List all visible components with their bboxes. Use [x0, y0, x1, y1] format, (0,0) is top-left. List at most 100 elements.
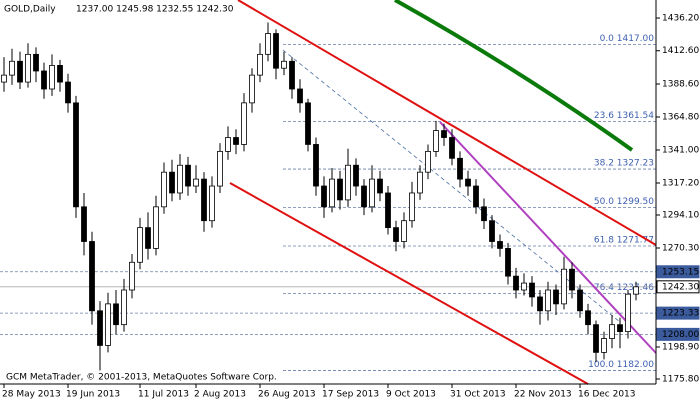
fib-label: 23.6 1361.54	[594, 111, 654, 121]
candle-body	[489, 220, 495, 242]
candle-body	[529, 282, 535, 298]
price-tag-label: 1223.33	[662, 309, 699, 319]
fib-label: 100.0 1182.00	[588, 360, 654, 370]
candle-body	[73, 102, 79, 208]
candle-body	[209, 185, 215, 222]
trendline	[439, 121, 657, 354]
symbol: GOLD,Daily	[4, 5, 56, 15]
candle-body	[537, 296, 543, 312]
candle-body	[545, 289, 551, 312]
candle-body	[161, 171, 167, 208]
candle-body	[297, 88, 303, 104]
candle-body	[617, 324, 623, 332]
candle-body	[201, 178, 207, 222]
candle-body	[353, 164, 359, 187]
candle-body	[377, 178, 383, 194]
candle-body	[577, 289, 583, 312]
x-tick-label: 22 Nov 2013	[514, 390, 572, 400]
candle-body	[89, 241, 95, 312]
candle-body	[569, 268, 575, 291]
moving-average	[394, 0, 634, 152]
candle-body	[409, 192, 415, 222]
candle-body	[57, 65, 63, 83]
candle-body	[521, 282, 527, 291]
candle-body	[601, 338, 607, 353]
candle-body	[97, 310, 103, 346]
candle-body	[289, 60, 295, 90]
candle-body	[305, 102, 311, 145]
candle-body	[321, 185, 327, 208]
candle-body	[281, 60, 287, 69]
candle-body	[153, 206, 159, 249]
fib-label: 61.8 1271.77	[594, 235, 654, 245]
y-tick-label: 1412.60	[662, 46, 699, 56]
x-tick-label: 28 May 2013	[2, 390, 61, 400]
candle-body	[169, 171, 175, 194]
candle-body	[593, 324, 599, 353]
candle-body	[225, 137, 231, 152]
candle-body	[65, 81, 71, 104]
candle-body	[193, 178, 199, 187]
price-tag-label: 1253.15	[662, 267, 699, 277]
candle-body	[505, 248, 511, 277]
candle-body	[217, 150, 223, 187]
candle-body	[313, 144, 319, 187]
candle-body	[145, 227, 151, 249]
price-tag	[656, 327, 700, 341]
candle-body	[241, 102, 247, 145]
candle-body	[137, 227, 143, 263]
price-tag-label: 1242.30	[662, 282, 699, 292]
candle-body	[417, 171, 423, 194]
candle-body	[81, 206, 87, 242]
candle-body	[449, 137, 455, 159]
candle-body	[401, 220, 407, 242]
candle-body	[585, 310, 591, 326]
candle-body	[113, 303, 119, 326]
candle-body	[433, 130, 439, 152]
candle-body	[17, 60, 23, 83]
y-tick-label: 1436.20	[662, 14, 699, 24]
y-tick-label: 1341.00	[662, 145, 699, 155]
quote: 1237.00 1245.98 1232.55 1242.30	[76, 5, 234, 15]
fib-label: 76.4 1237.46	[594, 283, 654, 293]
x-tick-label: 17 Sep 2013	[322, 390, 379, 400]
candle-body	[337, 178, 343, 201]
candle-body	[425, 150, 431, 173]
candle-body	[441, 130, 447, 138]
y-tick-label: 1270.30	[662, 244, 699, 254]
x-tick-label: 19 Jun 2013	[66, 390, 120, 400]
channel-upper	[237, 0, 657, 246]
fib-label: 38.2 1327.23	[594, 159, 654, 169]
y-tick-label: 1294.10	[662, 211, 699, 221]
candle-body	[481, 206, 487, 222]
candle-body	[633, 286, 639, 295]
candle-body	[41, 70, 47, 90]
y-tick-label: 1198.90	[662, 342, 699, 352]
price-tag	[656, 280, 700, 294]
candle-body	[625, 293, 631, 332]
x-tick-label: 2 Aug 2013	[194, 390, 246, 400]
candle-body	[9, 60, 15, 76]
candle-body	[105, 303, 111, 346]
channel-lower	[229, 182, 589, 385]
candle-body	[497, 241, 503, 249]
y-tick-label: 1317.20	[662, 178, 699, 188]
candle-body	[609, 324, 615, 339]
candle-body	[561, 268, 567, 305]
fib-label: 0.0 1417.00	[600, 34, 655, 44]
candle-body	[33, 53, 39, 72]
candle-body	[121, 289, 127, 326]
price-tag	[656, 265, 700, 279]
candle-body	[393, 227, 399, 242]
candle-body	[257, 53, 263, 76]
candle-body	[265, 33, 271, 55]
x-tick-label: 11 Jul 2013	[138, 390, 189, 400]
candle-body	[129, 261, 135, 291]
candle-body	[361, 185, 367, 208]
candle-body	[185, 164, 191, 187]
candle-body	[465, 178, 471, 187]
footer: GCM MetaTrader, © 2001-2013, MetaQuotes …	[6, 373, 277, 383]
candle-body	[329, 178, 335, 208]
